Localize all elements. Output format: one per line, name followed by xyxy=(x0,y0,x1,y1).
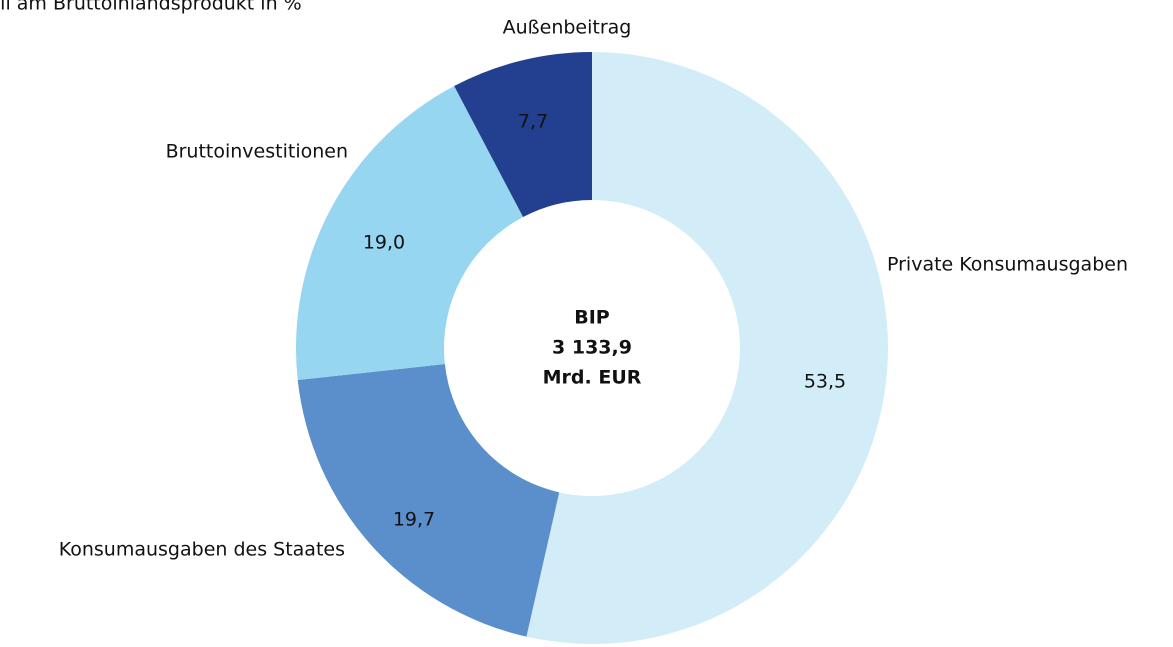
donut-segment xyxy=(526,52,888,644)
donut-segment xyxy=(296,86,524,381)
chart-title: Anteil am Bruttoinlandsprodukt in % xyxy=(0,0,302,15)
value-label: 7,7 xyxy=(518,111,548,133)
value-label: 19,7 xyxy=(393,509,435,531)
value-label: 53,5 xyxy=(804,371,846,393)
center-label: BIP xyxy=(574,307,610,329)
center-label: 3 133,9 xyxy=(552,337,632,359)
value-label: 19,0 xyxy=(363,232,405,254)
center-label: Mrd. EUR xyxy=(543,367,642,389)
category-label: Bruttoinvestitionen xyxy=(166,141,348,163)
donut-segment xyxy=(297,364,560,637)
donut-segment xyxy=(454,51,592,218)
category-label: Außenbeitrag xyxy=(503,17,632,39)
category-label: Konsumausgaben des Staates xyxy=(59,539,345,561)
category-label: Private Konsumausgaben xyxy=(887,254,1128,276)
